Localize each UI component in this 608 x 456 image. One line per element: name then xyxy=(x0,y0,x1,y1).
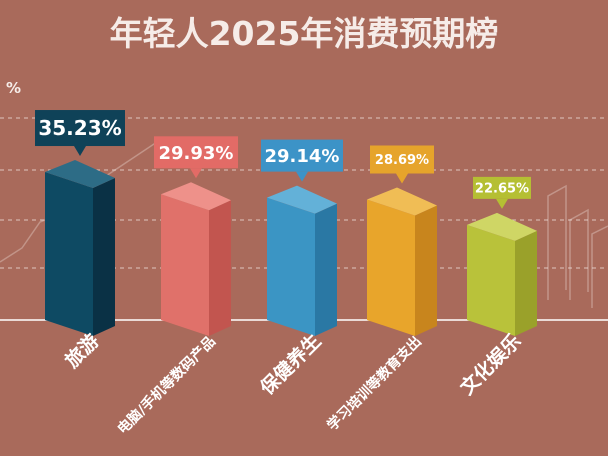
bar xyxy=(367,187,437,336)
bar-side-face xyxy=(415,205,437,336)
value-callout: 22.65% xyxy=(473,176,531,209)
bar-top-face xyxy=(45,160,115,189)
bar-side-face xyxy=(209,200,231,336)
value-label: 22.65% xyxy=(475,182,529,197)
callout-box xyxy=(370,145,434,174)
value-callout: 29.14% xyxy=(261,139,343,182)
value-callout: 35.23% xyxy=(35,110,125,157)
callout-box xyxy=(35,110,125,147)
bar-front-face xyxy=(45,172,93,336)
chart-title: 年轻人2025年消费预期榜 xyxy=(110,14,499,53)
callout-pointer xyxy=(496,198,508,209)
bar xyxy=(45,160,115,336)
bar-side-face xyxy=(315,203,337,336)
decor-bar-outline xyxy=(547,184,567,300)
value-callout: 28.69% xyxy=(370,145,434,184)
bar-top-face xyxy=(467,212,537,241)
bar-front-face xyxy=(467,224,515,336)
callout-pointer xyxy=(74,146,86,157)
value-label: 29.14% xyxy=(265,146,340,167)
callout-pointer xyxy=(190,168,202,179)
decor-bar-outline xyxy=(569,208,589,300)
value-label: 28.69% xyxy=(375,153,429,168)
bar-front-face xyxy=(367,199,415,336)
bar xyxy=(467,212,537,336)
bar-top-face xyxy=(161,182,231,211)
callout-box xyxy=(154,136,238,169)
decor-bar-outline xyxy=(591,225,608,308)
callout-box xyxy=(473,176,531,199)
bar-side-face xyxy=(515,230,537,336)
callout-pointer xyxy=(296,171,308,182)
bar-top-face xyxy=(267,185,337,214)
unit-mark: % xyxy=(6,79,21,97)
bar xyxy=(161,182,231,336)
bar-top-face xyxy=(367,187,437,216)
bars xyxy=(45,160,537,336)
value-label: 29.93% xyxy=(159,143,234,164)
bar-front-face xyxy=(161,194,209,336)
bar-side-face xyxy=(93,178,115,336)
bar-front-face xyxy=(267,197,315,336)
value-callout: 29.93% xyxy=(154,136,238,179)
callout-pointer xyxy=(396,173,408,184)
value-callouts: 35.23% 29.93% 29.14% 28.69% 22.65% xyxy=(35,110,531,209)
callout-box xyxy=(261,139,343,172)
bar xyxy=(267,185,337,336)
value-label: 35.23% xyxy=(38,116,121,140)
